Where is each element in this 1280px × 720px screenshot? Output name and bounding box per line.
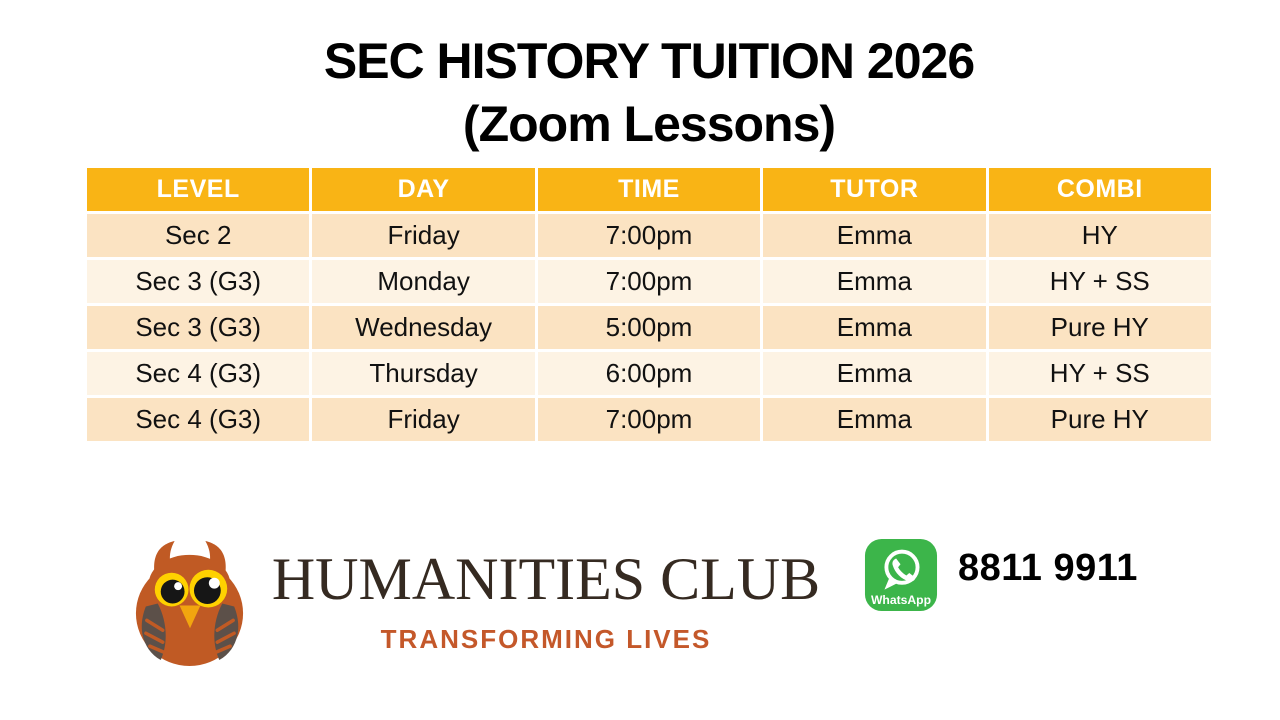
owl-left-wing <box>141 603 166 661</box>
table-row: Sec 4 (G3) Thursday 6:00pm Emma HY + SS <box>87 352 1211 395</box>
schedule-body: Sec 2 Friday 7:00pm Emma HY Sec 3 (G3) Monday 7… <box>87 214 1211 441</box>
whatsapp-label: WhatsApp <box>871 593 931 607</box>
title-line-1: SEC HISTORY TUITION 2026 <box>323 33 975 89</box>
table-header-cell: DAY <box>312 168 535 211</box>
table-cell: Friday <box>312 214 535 257</box>
brand-tagline: TRANSFORMING LIVES <box>380 624 712 654</box>
table-cell: Emma <box>763 398 986 441</box>
table-cell: Emma <box>763 214 986 257</box>
schedule-table: LEVEL DAY TIME TUTOR COMBI Sec 2 Friday 7:00pm… <box>84 165 1214 444</box>
phone-number: 8811 9911 <box>958 547 1138 589</box>
page-title: SEC HISTORY TUITION 2026 (Zoom Lessons) <box>85 30 1213 156</box>
table-row: Sec 4 (G3) Friday 7:00pm Emma Pure HY <box>87 398 1211 441</box>
table-cell: HY <box>988 214 1211 257</box>
table-header-cell: TIME <box>537 168 761 211</box>
table-cell: HY + SS <box>988 352 1211 395</box>
table-cell: Friday <box>312 398 535 441</box>
table-header-cell: TUTOR <box>763 168 986 211</box>
table-cell: Sec 2 <box>87 214 310 257</box>
table-row: Sec 3 (G3) Monday 7:00pm Emma HY + SS <box>87 260 1211 303</box>
table-row: Sec 3 (G3) Wednesday 5:00pm Emma Pure HY <box>87 306 1211 349</box>
table-cell: Thursday <box>312 352 535 395</box>
table-cell: Sec 3 (G3) <box>87 260 310 303</box>
table-cell: Pure HY <box>988 398 1211 441</box>
table-cell: Monday <box>312 260 535 303</box>
table-header-cell: LEVEL <box>87 168 310 211</box>
schedule-header: LEVEL DAY TIME TUTOR COMBI <box>87 168 1211 211</box>
table-cell: 6:00pm <box>537 352 761 395</box>
table-cell: Sec 4 (G3) <box>87 398 310 441</box>
table-cell: Emma <box>763 306 986 349</box>
table-cell: Sec 4 (G3) <box>87 352 310 395</box>
owl-right-wing <box>214 603 239 661</box>
table-cell: Pure HY <box>988 306 1211 349</box>
whatsapp-icon: WhatsApp <box>864 538 938 612</box>
table-cell: Wednesday <box>312 306 535 349</box>
title-line-2: (Zoom Lessons) <box>462 96 836 152</box>
table-row: Sec 2 Friday 7:00pm Emma HY <box>87 214 1211 257</box>
owl-logo-icon <box>135 540 244 666</box>
table-cell: 7:00pm <box>537 398 761 441</box>
schedule-header-row: LEVEL DAY TIME TUTOR COMBI <box>87 168 1211 211</box>
table-header-cell: COMBI <box>988 168 1211 211</box>
table-cell: 5:00pm <box>537 306 761 349</box>
table-cell: Emma <box>763 260 986 303</box>
brand-name: HUMANITIES CLUB <box>271 546 821 612</box>
table-cell: Emma <box>763 352 986 395</box>
table-cell: HY + SS <box>988 260 1211 303</box>
table-cell: Sec 3 (G3) <box>87 306 310 349</box>
table-cell: 7:00pm <box>537 260 761 303</box>
table-cell: 7:00pm <box>537 214 761 257</box>
brand-block: HUMANITIES CLUB TRANSFORMING LIVES <box>270 548 822 655</box>
